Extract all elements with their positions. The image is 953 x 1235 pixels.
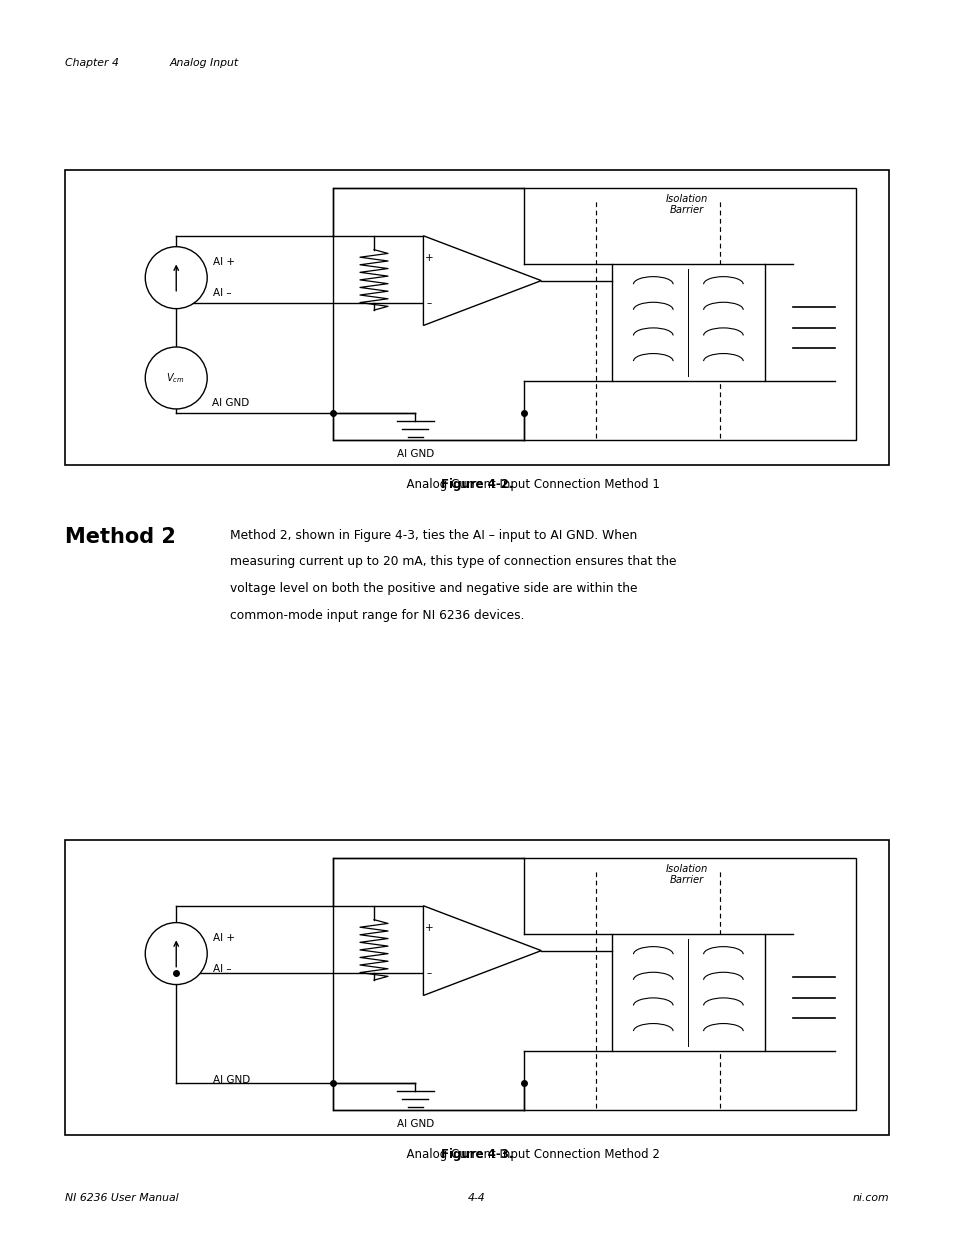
Bar xyxy=(65,840,888,1135)
Text: Isolation
Barrier: Isolation Barrier xyxy=(665,863,707,885)
Text: AI +: AI + xyxy=(213,934,235,944)
Bar xyxy=(333,857,855,1110)
Bar xyxy=(65,170,888,466)
Text: voltage level on both the positive and negative side are within the: voltage level on both the positive and n… xyxy=(230,582,637,595)
Text: AI –: AI – xyxy=(213,288,232,298)
Text: $V_{cm}$: $V_{cm}$ xyxy=(166,370,184,385)
Text: Figure 4-2.: Figure 4-2. xyxy=(440,478,513,492)
Circle shape xyxy=(145,247,207,309)
Bar xyxy=(612,935,763,1051)
Text: common-mode input range for NI 6236 devices.: common-mode input range for NI 6236 devi… xyxy=(230,609,524,621)
Text: +: + xyxy=(424,253,433,263)
Text: NI 6236 User Manual: NI 6236 User Manual xyxy=(65,1193,178,1203)
Text: AI –: AI – xyxy=(213,965,232,974)
Bar xyxy=(333,188,855,440)
Text: AI GND: AI GND xyxy=(396,450,434,459)
Text: Analog Current Input Connection Method 2: Analog Current Input Connection Method 2 xyxy=(398,1149,659,1161)
Polygon shape xyxy=(423,236,540,326)
Text: Chapter 4: Chapter 4 xyxy=(65,58,119,68)
Text: +: + xyxy=(424,924,433,934)
Text: AI GND: AI GND xyxy=(212,398,249,408)
Circle shape xyxy=(145,923,207,984)
Text: AI GND: AI GND xyxy=(213,1076,251,1086)
Text: 4-4: 4-4 xyxy=(468,1193,485,1203)
Text: measuring current up to 20 mA, this type of connection ensures that the: measuring current up to 20 mA, this type… xyxy=(230,556,676,568)
Text: Figure 4-3.: Figure 4-3. xyxy=(440,1149,513,1161)
Text: Analog Input: Analog Input xyxy=(170,58,239,68)
Text: Analog Current Input Connection Method 1: Analog Current Input Connection Method 1 xyxy=(398,478,659,492)
Bar xyxy=(612,264,763,380)
Polygon shape xyxy=(423,905,540,995)
Text: AI +: AI + xyxy=(213,257,235,267)
Text: Isolation
Barrier: Isolation Barrier xyxy=(665,194,707,215)
Text: Method 2, shown in Figure 4-3, ties the AI – input to AI GND. When: Method 2, shown in Figure 4-3, ties the … xyxy=(230,529,637,542)
Text: ni.com: ni.com xyxy=(851,1193,888,1203)
Text: Method 2: Method 2 xyxy=(65,527,175,547)
Circle shape xyxy=(145,347,207,409)
Text: –: – xyxy=(426,968,431,978)
Text: AI GND: AI GND xyxy=(396,1119,434,1129)
Text: –: – xyxy=(426,298,431,308)
